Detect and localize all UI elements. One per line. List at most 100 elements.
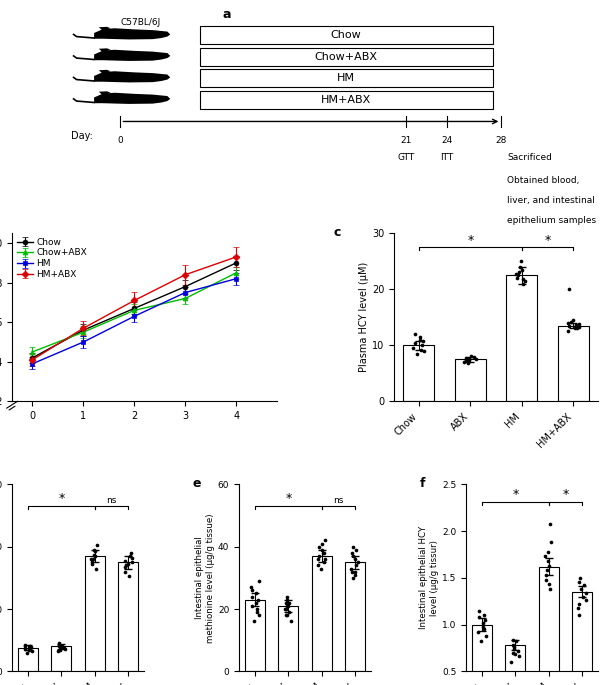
Bar [199,26,492,44]
Point [574,576,584,587]
Point [89,545,99,556]
Point [281,610,291,621]
Point [417,340,426,351]
Polygon shape [94,28,170,40]
Y-axis label: Plasma HCY level (μM): Plasma HCY level (μM) [359,262,369,373]
Text: Chow: Chow [330,30,361,40]
Point [90,551,100,562]
Bar [85,556,104,671]
Point [53,645,62,656]
Point [282,591,292,602]
Point [512,268,521,279]
Bar [558,325,589,401]
Point [481,630,490,641]
Point [511,636,521,647]
Polygon shape [94,50,170,61]
Point [281,603,291,614]
Point [283,601,293,612]
Point [349,551,358,562]
Point [281,603,291,614]
Point [471,354,481,365]
Point [474,627,483,638]
Point [474,605,484,616]
Text: ns: ns [106,496,117,506]
Point [246,601,256,612]
Bar [199,48,492,66]
Bar [245,599,265,671]
Text: C57BL/6J: C57BL/6J [120,18,161,27]
Bar [312,556,332,671]
Point [91,563,100,574]
Point [249,616,259,627]
Point [54,641,64,652]
Point [479,610,489,621]
Point [543,556,553,566]
Point [252,607,262,618]
Point [350,569,360,580]
Point [476,636,486,647]
Point [320,547,329,558]
Point [126,547,135,558]
Point [25,640,34,651]
Polygon shape [94,92,170,104]
Text: *: * [544,234,551,247]
Point [518,274,528,285]
Point [416,334,425,345]
Text: Sacrificed: Sacrificed [507,153,552,162]
Text: ITT: ITT [440,153,454,162]
Text: *: * [58,493,65,506]
Point [410,329,419,340]
Point [284,597,294,608]
Text: e: e [193,477,201,490]
Bar [539,566,559,685]
Point [26,642,36,653]
Point [121,560,131,571]
Point [254,575,263,586]
Point [579,591,588,602]
Point [123,558,132,569]
Point [572,323,582,334]
Text: Obtained blood,: Obtained blood, [507,176,579,185]
Point [282,601,292,612]
Point [474,612,484,623]
Text: GTT: GTT [397,153,415,162]
Bar [51,647,71,671]
Text: *: * [562,488,568,501]
Text: liver, and intestinal: liver, and intestinal [507,196,595,205]
Bar [199,69,492,87]
Point [120,556,130,566]
Point [576,573,585,584]
Point [574,322,583,333]
Polygon shape [94,71,170,82]
Point [514,651,524,662]
Point [352,560,361,571]
Point [509,643,518,654]
Point [252,603,262,614]
Text: HM+ABX: HM+ABX [321,95,371,105]
Point [24,645,34,656]
Point [91,546,100,557]
Point [88,557,97,568]
Point [57,640,66,651]
Point [466,351,475,362]
Y-axis label: Intestinal epithelial
methionine level (μg/g tissue): Intestinal epithelial methionine level (… [195,513,215,643]
Point [413,348,422,359]
Point [251,588,261,599]
Point [513,273,522,284]
Polygon shape [99,70,111,74]
Bar [506,275,537,401]
Point [545,584,554,595]
Y-axis label: Intestinal epithelial HCY
level (μg/g tissur): Intestinal epithelial HCY level (μg/g ti… [419,526,439,630]
Point [60,644,70,655]
Point [541,570,551,581]
Bar [506,645,525,685]
Point [544,560,554,571]
Point [21,639,30,650]
Point [27,645,36,656]
Point [513,645,523,656]
Point [347,566,356,577]
Point [347,563,356,574]
Text: *: * [467,234,474,247]
Point [508,647,518,658]
Point [463,357,472,368]
